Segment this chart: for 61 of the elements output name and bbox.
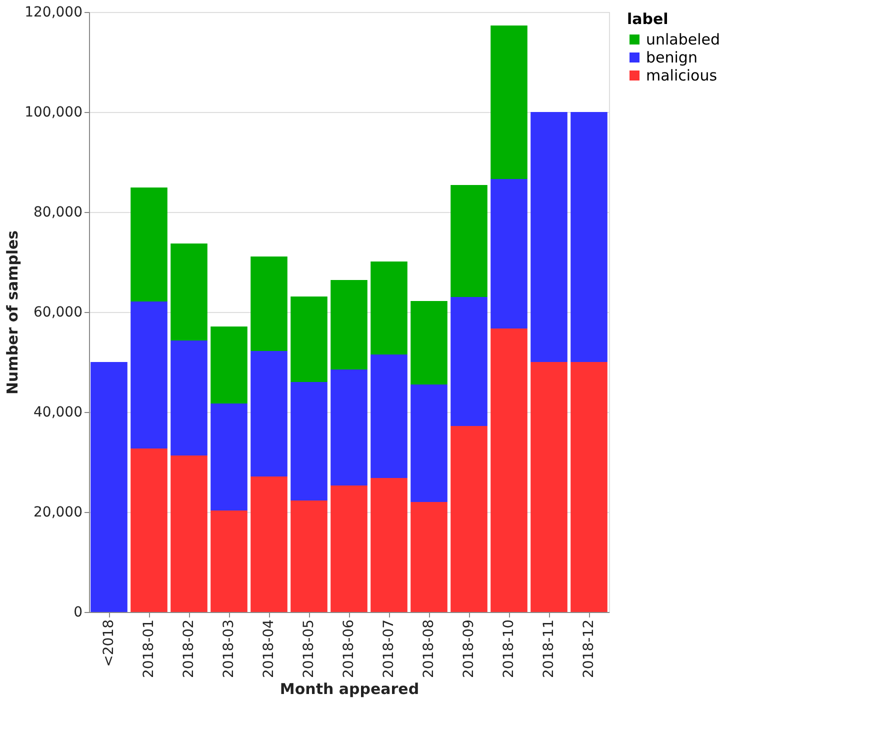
bar bbox=[410, 384, 448, 502]
x-tick-label: 2018-08 bbox=[421, 620, 437, 678]
bar bbox=[290, 296, 328, 382]
bar bbox=[450, 426, 488, 612]
y-tick-label: 40,000 bbox=[34, 404, 82, 420]
bar bbox=[290, 500, 328, 612]
x-tick-label: 2018-06 bbox=[341, 619, 357, 678]
bar bbox=[530, 362, 568, 612]
bar bbox=[170, 244, 208, 340]
bar bbox=[450, 185, 488, 297]
bar bbox=[490, 328, 528, 612]
bar bbox=[330, 370, 368, 486]
bar bbox=[330, 280, 368, 370]
bar bbox=[570, 362, 608, 612]
x-tick-label: 2018-10 bbox=[501, 620, 517, 678]
bar bbox=[170, 340, 208, 456]
y-tick-label: 120,000 bbox=[24, 4, 82, 20]
y-tick-label: 60,000 bbox=[34, 304, 82, 320]
x-tick-label: 2018-07 bbox=[381, 620, 397, 678]
bar bbox=[90, 362, 128, 612]
bar bbox=[250, 476, 288, 612]
bar bbox=[250, 256, 288, 351]
legend-label: benign bbox=[646, 48, 698, 66]
bar bbox=[210, 404, 248, 510]
x-tick-label: 2018-12 bbox=[581, 620, 597, 678]
x-tick-label: 2018-05 bbox=[301, 620, 317, 678]
bar bbox=[530, 112, 568, 362]
bar bbox=[410, 301, 448, 384]
bar bbox=[210, 326, 248, 404]
bar bbox=[370, 478, 408, 612]
bar bbox=[170, 456, 208, 612]
x-tick-label: 2018-09 bbox=[461, 620, 477, 678]
bar bbox=[450, 297, 488, 426]
x-tick-label: <2018 bbox=[101, 620, 117, 667]
bar bbox=[290, 382, 328, 500]
legend-title: label bbox=[627, 10, 668, 28]
bar bbox=[370, 354, 408, 478]
y-tick-label: 20,000 bbox=[34, 504, 82, 520]
y-tick-label: 0 bbox=[74, 604, 82, 620]
bar bbox=[130, 188, 168, 302]
y-axis-title: Number of samples bbox=[4, 230, 22, 395]
x-tick-label: 2018-01 bbox=[141, 620, 157, 678]
bar bbox=[250, 351, 288, 476]
y-tick-label: 100,000 bbox=[24, 104, 82, 120]
y-tick-label: 80,000 bbox=[34, 204, 82, 220]
x-tick-label: 2018-02 bbox=[181, 620, 197, 678]
bar bbox=[490, 179, 528, 328]
bar bbox=[210, 510, 248, 612]
bar bbox=[330, 486, 368, 612]
x-axis-title: Month appeared bbox=[280, 680, 420, 698]
bar bbox=[410, 502, 448, 612]
bar bbox=[370, 262, 408, 354]
x-tick-label: 2018-04 bbox=[261, 619, 277, 678]
x-tick-label: 2018-03 bbox=[221, 620, 237, 678]
bar bbox=[490, 26, 528, 179]
x-tick-label: 2018-11 bbox=[541, 620, 557, 678]
bar bbox=[570, 112, 608, 362]
legend-label: malicious bbox=[646, 66, 718, 84]
bar bbox=[130, 302, 168, 448]
legend-label: unlabeled bbox=[646, 30, 720, 48]
bar bbox=[130, 448, 168, 612]
